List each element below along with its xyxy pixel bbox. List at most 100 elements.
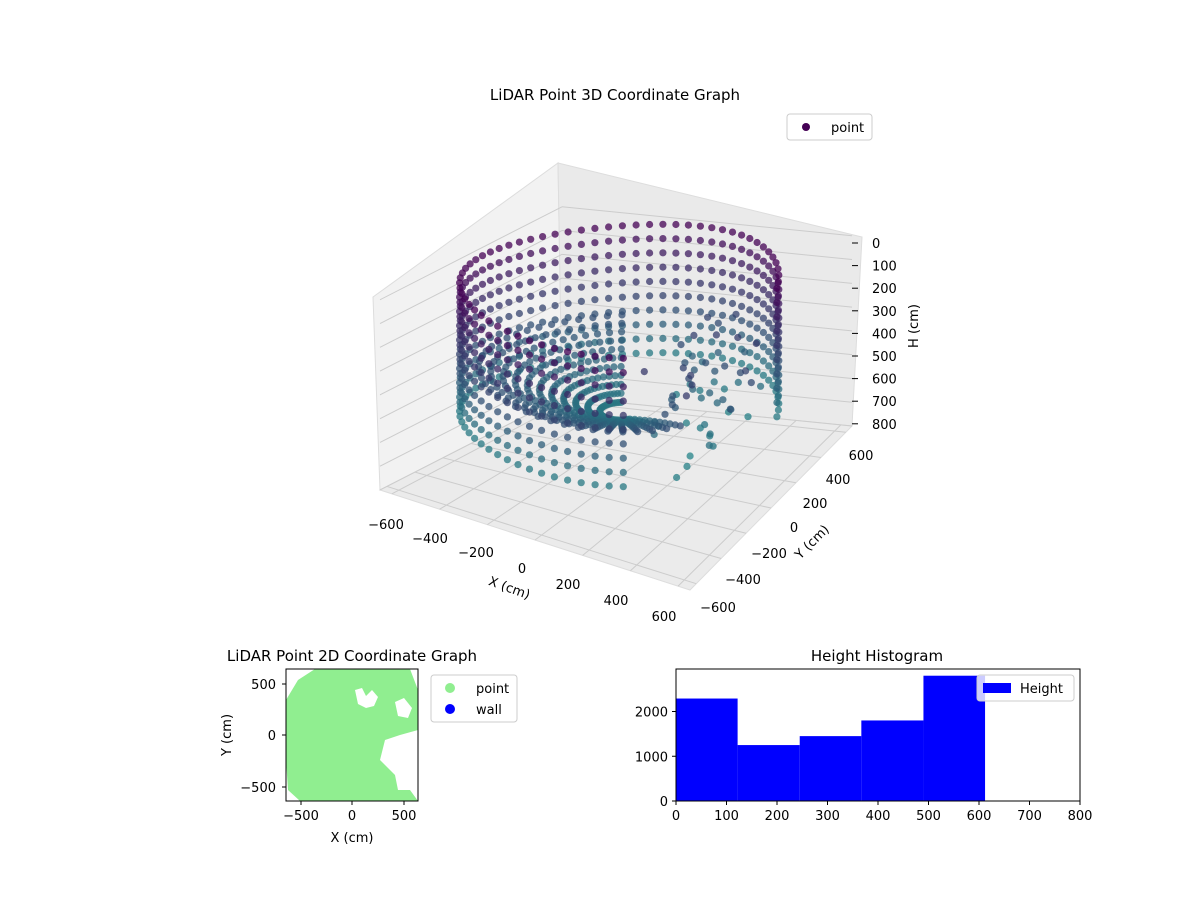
point-marker (515, 267, 524, 275)
point-marker (591, 466, 599, 474)
point-marker (538, 369, 546, 377)
point-marker (577, 283, 586, 291)
point-marker (765, 319, 773, 327)
point-marker (684, 235, 693, 243)
point-marker (527, 249, 535, 258)
point-marker (503, 356, 511, 364)
tick-label: 800 (1068, 809, 1093, 824)
point-marker (632, 335, 640, 343)
gridline (630, 420, 797, 572)
point-marker (775, 271, 783, 279)
ticks-2d (282, 683, 405, 805)
point-marker (466, 274, 474, 282)
point-marker (563, 353, 571, 361)
point-marker (772, 259, 780, 267)
point-marker (701, 421, 709, 429)
tick-label: 300 (872, 305, 897, 320)
tick-label: 1000 (635, 750, 668, 765)
z-axis-label-3d: H (cm) (907, 304, 922, 348)
point-marker (485, 445, 493, 453)
point-marker (672, 235, 680, 243)
x-axis-label-3d: X (cm) (486, 574, 532, 603)
point-marker (550, 416, 559, 424)
tick-label: −600 (368, 518, 404, 533)
point-marker (774, 377, 783, 386)
point-marker (672, 278, 680, 286)
point-marker (669, 392, 677, 400)
tick-label: −600 (700, 601, 736, 616)
point-marker (525, 365, 534, 373)
point-marker (728, 257, 737, 265)
point-marker (765, 291, 773, 299)
point-cloud-2d (286, 669, 418, 801)
point-marker (714, 349, 722, 357)
point-marker (744, 413, 752, 421)
point-marker (503, 334, 511, 342)
point-marker (753, 267, 761, 275)
point-marker (774, 265, 782, 273)
point-marker (659, 349, 667, 357)
point-marker (759, 371, 768, 379)
point-marker (539, 290, 547, 298)
point-marker (618, 236, 627, 244)
point-marker (646, 220, 654, 229)
point-marker (548, 320, 556, 328)
point-marker (604, 320, 613, 328)
tick-label: −400 (412, 532, 448, 547)
point-marker (728, 228, 737, 236)
point-marker (605, 482, 613, 490)
point-marker (591, 395, 599, 403)
point-marker (456, 284, 464, 292)
tick-label: 100 (872, 260, 897, 275)
point-marker (485, 431, 493, 439)
point-marker (514, 375, 522, 383)
point-marker (564, 285, 572, 293)
point-marker (759, 300, 768, 308)
point-marker (505, 298, 513, 306)
point-marker (734, 378, 742, 386)
point-marker (515, 281, 524, 289)
point-marker (461, 338, 469, 346)
point-marker (632, 307, 640, 315)
legend-marker-point (802, 123, 810, 131)
point-marker (659, 263, 667, 271)
legend-label-point: point (831, 121, 864, 136)
point-marker (696, 386, 704, 395)
point-marker (505, 312, 513, 321)
gridline (379, 206, 563, 301)
point-marker (577, 407, 585, 415)
point-marker (774, 363, 783, 371)
x-axis-label-2d: X (cm) (331, 831, 374, 846)
point-marker (759, 343, 768, 351)
point-marker (599, 373, 608, 381)
point-marker (471, 434, 479, 442)
histogram-bar (737, 745, 800, 801)
point-marker (471, 349, 479, 357)
point-marker (605, 439, 613, 447)
point-marker (515, 252, 524, 260)
point-marker (619, 354, 627, 362)
point-marker (532, 354, 540, 362)
point-marker (734, 333, 742, 342)
point-marker (690, 331, 698, 339)
point-marker (659, 306, 667, 314)
point-marker (684, 250, 693, 258)
point-marker (672, 249, 680, 257)
point-marker (746, 334, 754, 342)
point-marker (465, 343, 473, 351)
legend-frame (786, 113, 873, 141)
point-marker (472, 313, 480, 321)
point-marker (485, 317, 493, 325)
point-marker (478, 294, 487, 303)
point-marker (515, 309, 524, 318)
point-marker (759, 271, 768, 279)
point-marker (495, 273, 503, 281)
point-marker (485, 402, 493, 411)
tick-label: 600 (849, 449, 874, 464)
point-marker (494, 379, 502, 387)
point-marker (608, 346, 616, 354)
point-marker (611, 372, 619, 380)
tick-label: 0 (672, 809, 680, 824)
point-marker (663, 425, 671, 433)
point-marker (605, 382, 613, 390)
